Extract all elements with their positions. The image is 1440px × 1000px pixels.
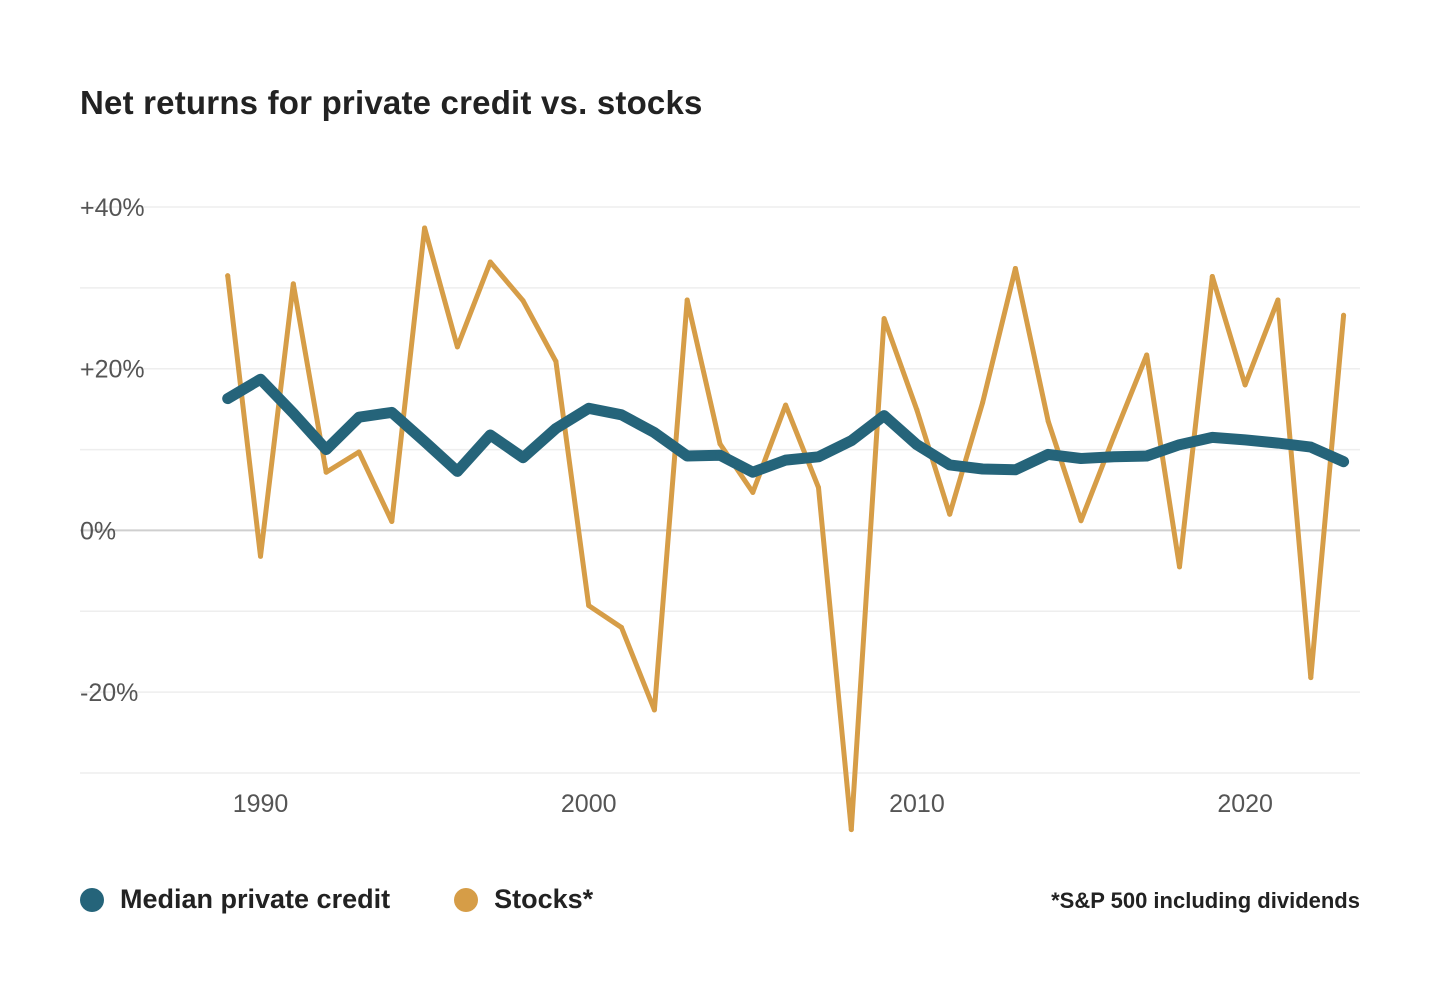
point-private-credit-1998 (518, 452, 529, 463)
point-private-credit-2010 (911, 439, 922, 450)
x-tick-label: 2010 (889, 790, 945, 818)
point-stocks-2021 (1275, 297, 1281, 303)
y-tick-label: 0% (80, 517, 116, 545)
legend-swatch-stocks (454, 887, 479, 912)
point-stocks-1991 (290, 281, 296, 287)
point-private-credit-2001 (616, 409, 627, 420)
point-private-credit-2018 (1174, 439, 1185, 450)
point-private-credit-1997 (485, 430, 496, 441)
point-stocks-1989 (225, 273, 231, 279)
point-private-credit-2021 (1272, 438, 1283, 449)
point-stocks-2011 (947, 511, 953, 517)
point-stocks-1992 (323, 469, 329, 475)
point-private-credit-2000 (583, 403, 594, 414)
point-private-credit-2014 (1043, 449, 1054, 460)
point-private-credit-1994 (386, 407, 397, 418)
legend-item-stocks[interactable]: Stocks* (454, 884, 593, 915)
point-private-credit-2006 (780, 455, 791, 466)
point-stocks-1993 (356, 449, 362, 455)
points-private-credit (222, 374, 1349, 478)
point-private-credit-2002 (649, 427, 660, 438)
point-stocks-2001 (619, 624, 625, 630)
point-private-credit-1999 (550, 423, 561, 434)
point-private-credit-2011 (944, 459, 955, 470)
point-stocks-2020 (1242, 382, 1248, 388)
x-tick-label: 2000 (561, 790, 617, 818)
point-private-credit-1989 (222, 393, 233, 404)
point-private-credit-1993 (353, 412, 364, 423)
legend-item-private-credit[interactable]: Median private credit (80, 884, 390, 915)
point-stocks-1996 (454, 344, 460, 350)
point-stocks-2018 (1176, 564, 1182, 570)
y-tick-label: +20% (80, 356, 145, 384)
x-axis-tick-labels: 1990 2000 2010 2020 (233, 790, 1273, 818)
point-private-credit-1991 (288, 408, 299, 419)
point-stocks-2022 (1308, 675, 1314, 681)
point-private-credit-1990 (255, 374, 266, 385)
point-private-credit-2009 (879, 410, 890, 421)
point-stocks-2019 (1209, 274, 1215, 280)
legend: Median private credit Stocks* (80, 884, 657, 915)
point-private-credit-1992 (321, 444, 332, 455)
point-private-credit-1996 (452, 466, 463, 477)
point-stocks-2017 (1144, 352, 1150, 358)
point-private-credit-1995 (419, 436, 430, 447)
legend-swatch-private-credit (80, 887, 104, 912)
point-stocks-2000 (586, 603, 592, 609)
point-stocks-1999 (553, 358, 559, 364)
x-tick-label: 2020 (1217, 790, 1273, 818)
point-stocks-1997 (487, 259, 493, 265)
point-private-credit-2003 (682, 451, 693, 462)
point-private-credit-2013 (1010, 464, 1021, 475)
point-stocks-2004 (717, 441, 723, 447)
point-stocks-2005 (750, 489, 756, 495)
point-private-credit-2008 (846, 435, 857, 446)
point-stocks-2015 (1078, 518, 1084, 524)
point-stocks-1994 (389, 519, 395, 525)
legend-label-stocks: Stocks* (494, 884, 594, 914)
point-stocks-1998 (520, 298, 526, 304)
legend-label-private-credit: Median private credit (120, 884, 391, 914)
point-stocks-2014 (1045, 418, 1051, 424)
point-stocks-2013 (1012, 265, 1018, 271)
point-private-credit-2017 (1141, 451, 1152, 462)
y-tick-label: +40% (80, 194, 145, 222)
series-line-stocks[interactable] (225, 225, 1347, 833)
point-stocks-2016 (1111, 434, 1117, 440)
point-stocks-2023 (1341, 312, 1347, 318)
point-private-credit-2007 (813, 451, 824, 462)
point-stocks-2012 (980, 400, 986, 406)
points-stocks (225, 225, 1347, 833)
point-private-credit-2019 (1207, 432, 1218, 443)
point-private-credit-2012 (977, 463, 988, 474)
y-axis-tick-labels: +40% +20% 0% -20% (80, 194, 145, 707)
point-stocks-1990 (258, 553, 264, 559)
footnote: *S&P 500 including dividends (1051, 888, 1360, 913)
point-stocks-2006 (783, 402, 789, 408)
point-stocks-2009 (881, 316, 887, 322)
point-private-credit-2022 (1305, 442, 1316, 453)
point-private-credit-2020 (1240, 434, 1251, 445)
point-private-credit-2023 (1338, 456, 1349, 467)
point-private-credit-2015 (1076, 453, 1087, 464)
chart-title: Net returns for private credit vs. stock… (80, 84, 703, 121)
point-private-credit-2005 (747, 467, 758, 478)
point-stocks-2010 (914, 407, 920, 413)
series-lines (222, 225, 1350, 833)
point-private-credit-2016 (1108, 451, 1119, 462)
x-tick-label: 1990 (233, 790, 289, 818)
point-stocks-1995 (422, 225, 428, 231)
point-stocks-2007 (815, 485, 821, 491)
point-stocks-2003 (684, 297, 690, 303)
point-private-credit-2004 (715, 450, 725, 461)
point-stocks-2008 (848, 827, 854, 833)
point-stocks-2002 (651, 707, 657, 713)
y-tick-label: -20% (80, 679, 138, 707)
